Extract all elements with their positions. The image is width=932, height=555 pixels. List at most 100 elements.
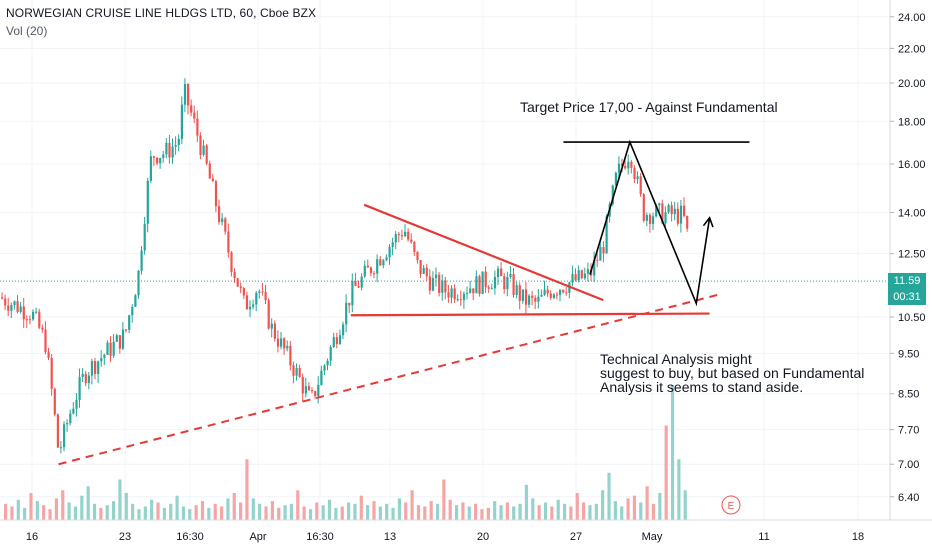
volume-bar [23,507,27,520]
candle-body [94,361,97,375]
candle-body [484,271,487,288]
candle-body [382,260,385,266]
candle-body [125,329,128,331]
candle-body [292,365,295,376]
candle-body [187,83,190,106]
volume-bar [61,490,65,520]
candle-body [621,163,624,166]
volume-bar [80,495,84,520]
candle-body [528,295,531,305]
candle-body [599,247,602,261]
candle-body [438,274,441,293]
candle-body [140,250,143,271]
candle-body [664,212,667,224]
earnings-marker-icon [721,495,741,515]
volume-bar [73,506,78,520]
volume-bar [588,505,592,520]
candle-body [639,176,642,195]
volume-bar [296,490,300,520]
candle-body [75,399,78,409]
candle-body [323,365,326,371]
candle-body [490,288,493,290]
volume-bar [594,503,598,520]
candle-body [534,297,537,302]
candle-body [63,424,66,448]
candle-body [261,291,264,293]
candle-body [444,280,447,293]
candle-body [559,289,562,295]
candle-body [245,295,249,310]
candle-body [627,161,630,169]
price-tick-label: 22.00 [898,43,926,55]
volume-bar [124,493,128,520]
volume-bar [613,501,617,520]
candle-body [425,267,428,277]
last-price-label: 11.59 [888,273,926,290]
volume-bar [327,499,332,520]
candle-body [335,337,338,345]
volume-bar [213,503,217,520]
price-tick-label: 7.70 [898,425,919,437]
volume-bar [353,503,357,520]
volume-bar [677,459,681,520]
candle-body [233,272,236,279]
candle-body [19,306,22,312]
candle-body [447,292,450,298]
volume-bar [512,506,516,520]
candle-body [227,231,230,253]
candle-body [121,329,125,349]
candle-body [221,218,224,222]
candle-body [66,423,69,425]
candle-body [487,287,490,289]
candle-body [404,231,407,237]
candle-body [549,293,552,298]
candle-body [450,288,453,298]
candle-body [286,345,289,349]
volume-bar [200,501,205,520]
candle-body [236,278,239,287]
volume-bar [359,495,363,520]
candle-body [583,273,586,279]
candle-body [385,257,388,261]
candle-body [394,234,397,243]
candle-body [208,163,211,179]
volume-bar [321,505,325,520]
volume-bar [448,499,452,520]
volume-bar [474,503,478,520]
candle-body [543,289,546,295]
candle-body [351,281,354,306]
candle-body [540,294,543,297]
volume-bar [461,502,465,520]
candle-body [239,286,242,289]
candle-body [159,157,162,164]
candle-body [100,358,103,362]
volume-bar [54,498,58,520]
candle-body [7,305,10,311]
candle-body [242,288,245,296]
analysis-note-line: Analysis it seems to stand aside. [600,379,804,395]
candle-body [596,259,599,261]
volume-bar [607,472,611,520]
candle-body [459,299,462,301]
candle-body [645,214,648,221]
volume-bar [277,507,281,520]
candle-body [171,146,174,158]
candle-body [602,247,605,254]
volume-bar [118,479,122,520]
candle-body [255,292,258,305]
volume-bar [207,507,211,520]
candle-body [115,335,118,342]
candle-body [230,252,233,273]
volume-bar [626,498,630,520]
volume-bar [518,503,522,520]
candle-body [673,208,676,215]
volume-bar [92,503,97,520]
candle-body [22,306,25,320]
candle-body [78,376,81,400]
volume-bar [416,505,421,520]
candle-body [456,299,459,301]
volume-bar [137,509,141,520]
